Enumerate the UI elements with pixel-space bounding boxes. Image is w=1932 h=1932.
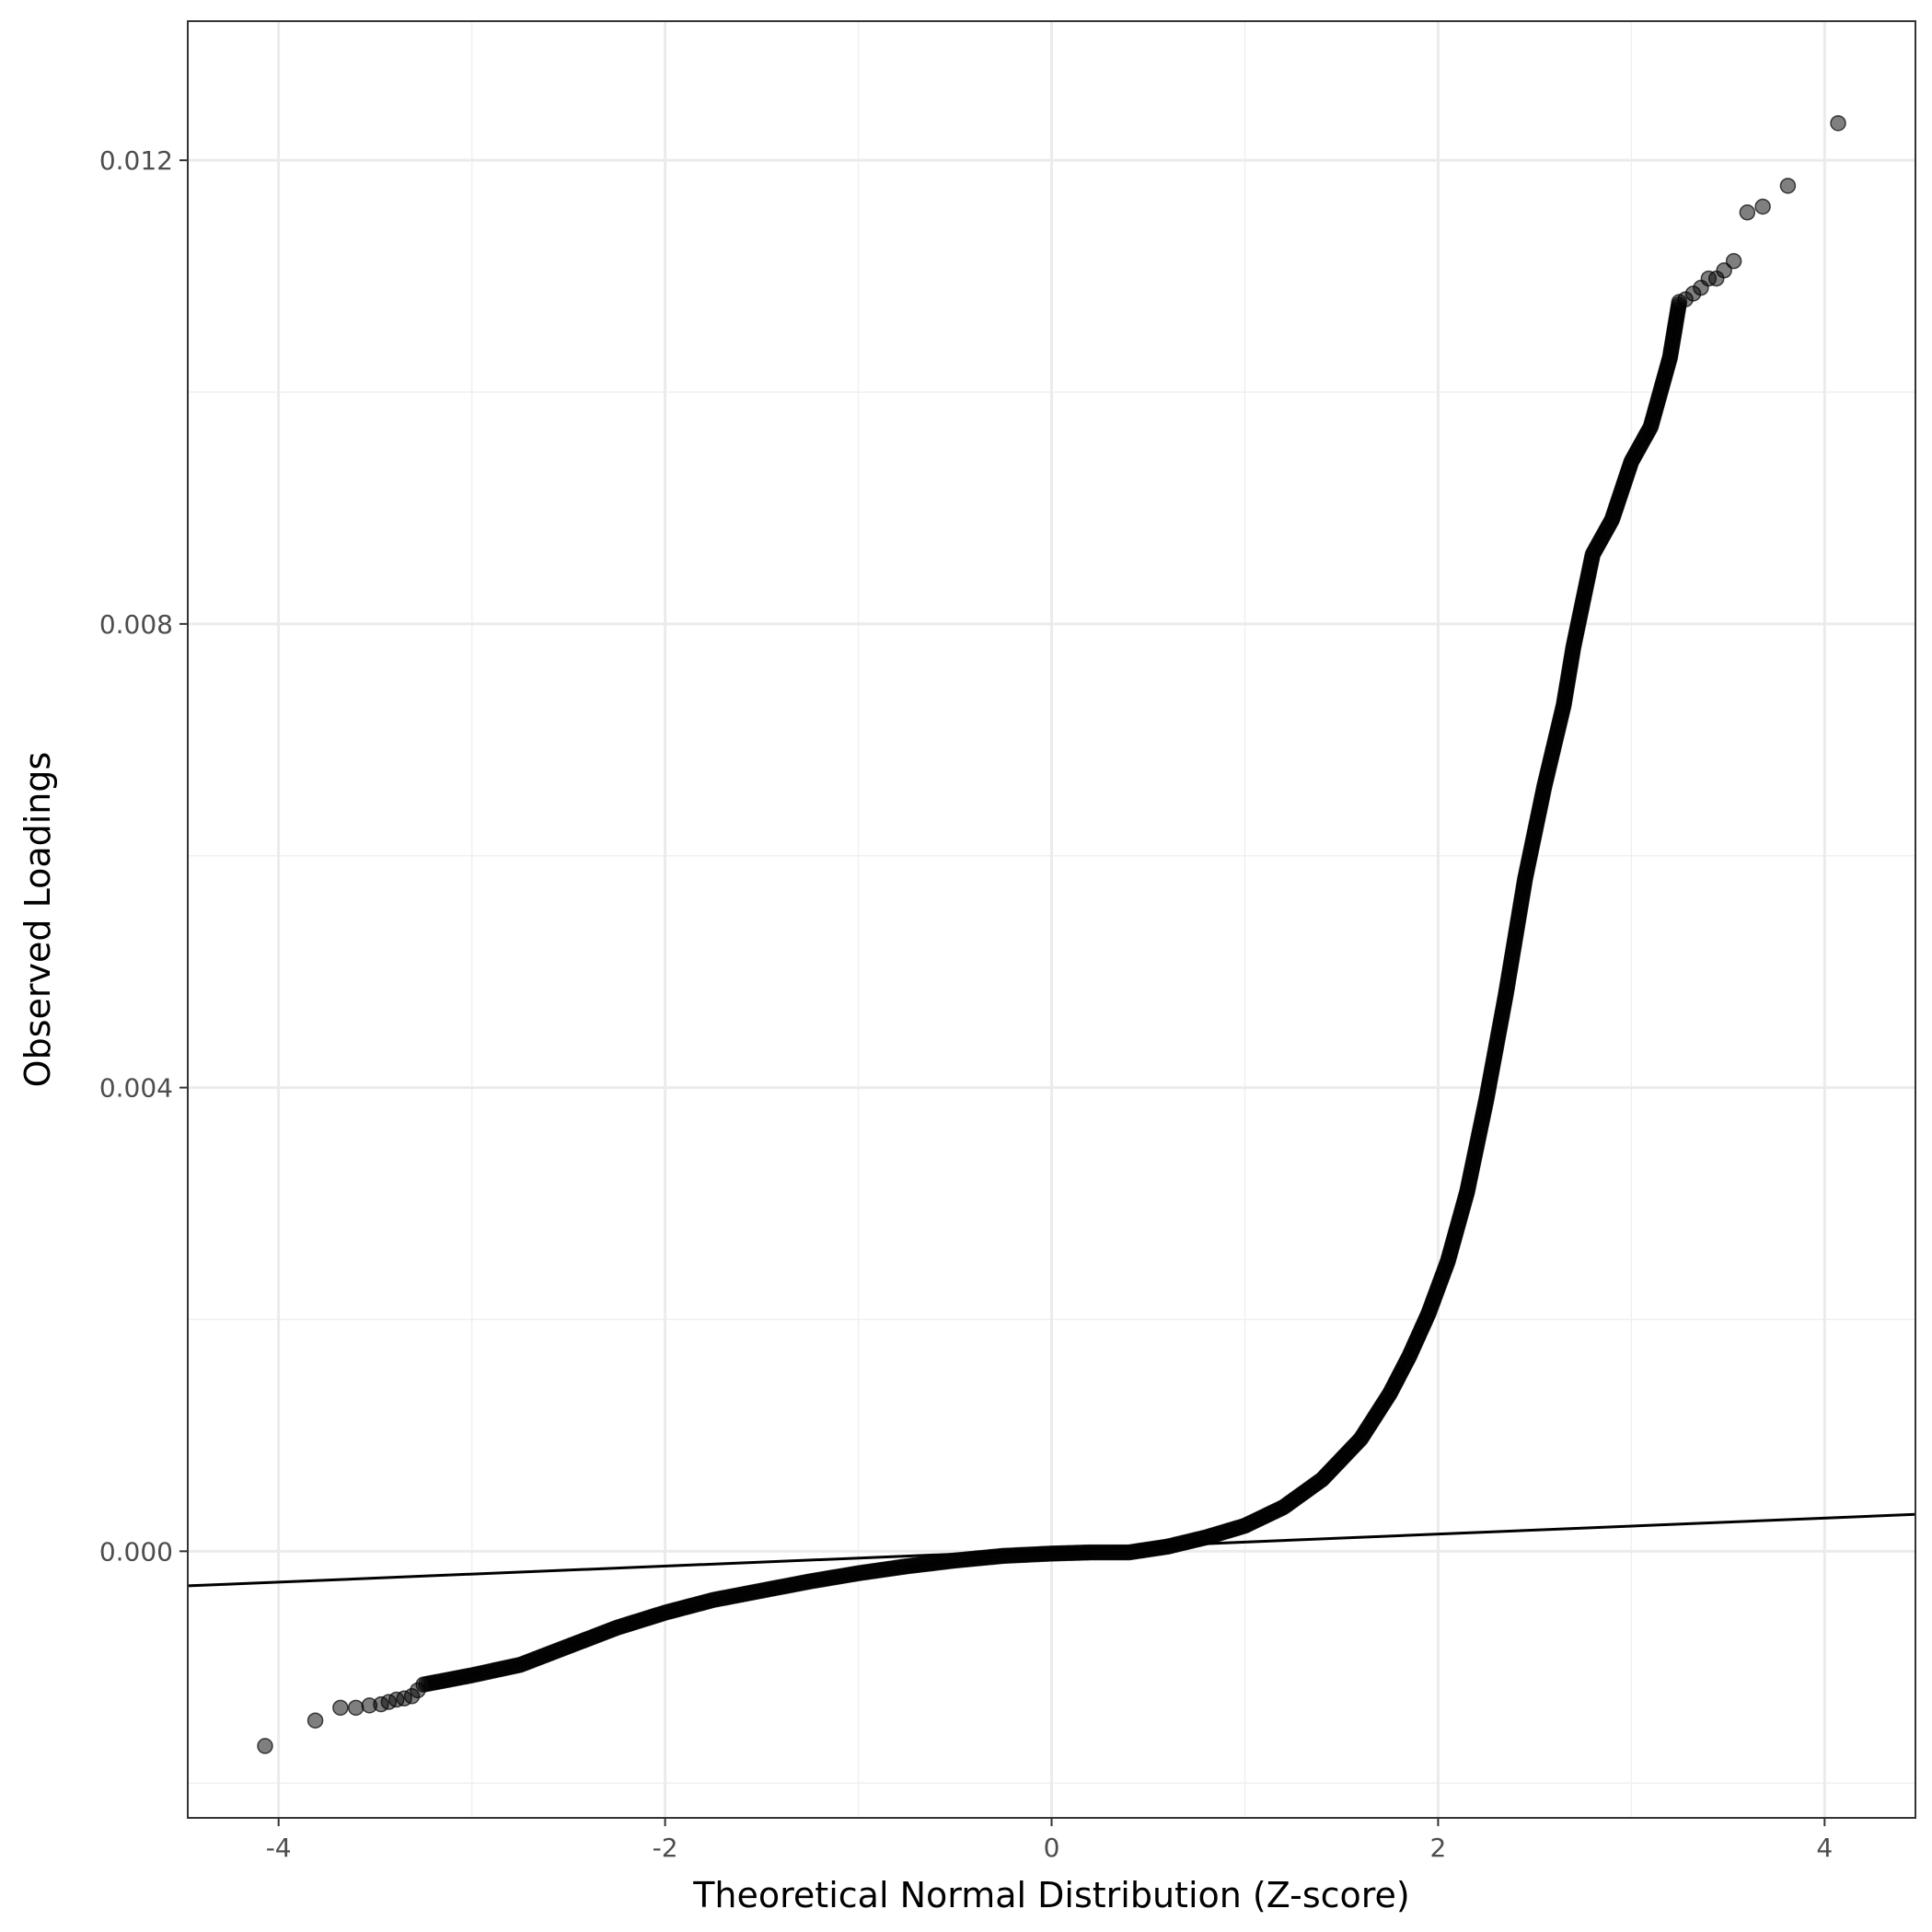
- x-axis-ticks: -4 -2 0 2 4: [266, 1818, 1833, 1863]
- x-tick-label: 0: [1044, 1833, 1060, 1863]
- x-tick-label: -2: [653, 1833, 678, 1863]
- x-axis-title: Theoretical Normal Distribution (Z-score…: [692, 1875, 1410, 1915]
- data-point: [410, 1682, 426, 1699]
- y-tick-label: 0.012: [99, 145, 173, 176]
- data-point: [257, 1738, 273, 1754]
- data-point: [1830, 115, 1846, 132]
- data-point: [1716, 262, 1732, 279]
- reference-line-group: [187, 1512, 1916, 1588]
- y-tick-label: 0.008: [99, 609, 173, 640]
- x-tick-label: 2: [1429, 1833, 1446, 1863]
- data-point: [1754, 198, 1771, 215]
- data-point: [1725, 252, 1742, 270]
- data-point: [1739, 204, 1756, 221]
- y-axis-title: Observed Loadings: [17, 752, 58, 1088]
- data-point: [332, 1699, 349, 1717]
- x-tick-label: -4: [266, 1833, 292, 1863]
- data-point: [347, 1699, 364, 1717]
- x-tick-label: 4: [1816, 1833, 1833, 1863]
- data-point: [1779, 178, 1797, 194]
- reference-line: [187, 1512, 1916, 1588]
- y-axis-ticks: 0.000 0.004 0.008 0.012: [99, 145, 188, 1567]
- y-tick-label: 0.000: [99, 1536, 173, 1567]
- data-point: [307, 1712, 324, 1729]
- y-tick-label: 0.004: [99, 1073, 173, 1104]
- data-points: [257, 115, 1846, 1754]
